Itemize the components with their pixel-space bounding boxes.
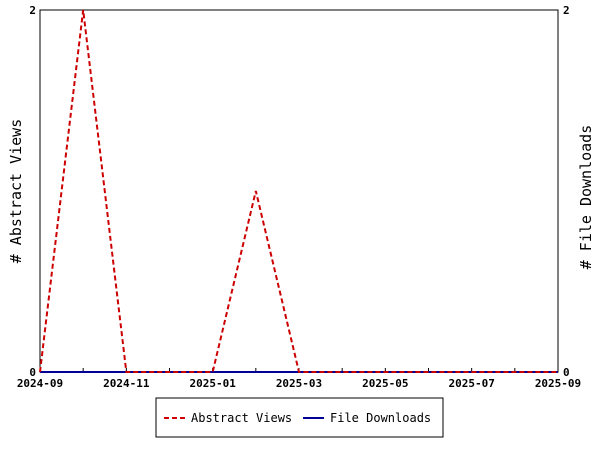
x-tick-label: 2025-03: [276, 377, 322, 390]
y-tick-label-right: 0: [563, 366, 570, 379]
x-tick-label: 2025-05: [362, 377, 408, 390]
x-tick-label: 2025-01: [189, 377, 236, 390]
y-tick-labels: 0 2 0 2: [29, 4, 569, 379]
plot-area: [39, 9, 559, 373]
y-tick-label-left: 2: [29, 4, 36, 17]
x-tick-label: 2025-09: [535, 377, 581, 390]
y-tick-label-left: 0: [29, 366, 36, 379]
series-lines: [39, 9, 558, 373]
legend-label-abstract-views: Abstract Views: [191, 411, 292, 425]
y-axis-title-left: # Abstract Views: [7, 119, 25, 264]
legend-box: [155, 397, 444, 438]
x-tick-label: 2024-11: [103, 377, 150, 390]
legend: Abstract Views File Downloads: [155, 397, 444, 438]
legend-label-file-downloads: File Downloads: [330, 411, 431, 425]
x-tick-label: 2025-07: [448, 377, 494, 390]
plot-frame: [39, 9, 559, 373]
series-line-abstract-views: [39, 9, 558, 373]
y-axis-title-right: # File Downloads: [577, 125, 595, 270]
x-tick-label: 2024-09: [17, 377, 63, 390]
x-tick-labels: 2024-09 2024-11 2025-01 2025-03 2025-05 2025-…: [17, 377, 581, 390]
y-tick-label-right: 2: [563, 4, 570, 17]
